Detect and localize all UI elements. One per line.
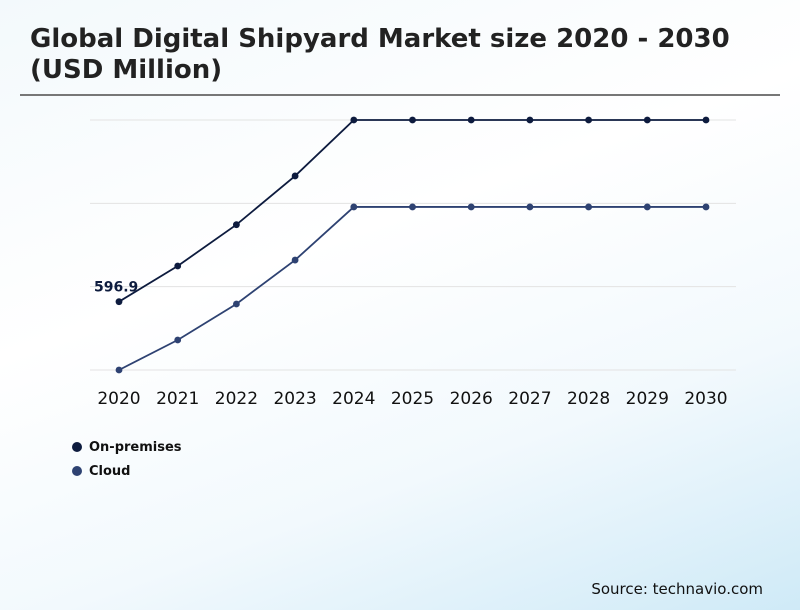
data-point [409, 203, 416, 211]
data-point [291, 256, 299, 264]
legend: On-premises Cloud [72, 435, 182, 483]
data-point [585, 116, 592, 124]
data-point [233, 221, 240, 229]
x-tick-label: 2029 [626, 389, 669, 409]
x-tick-label: 2027 [508, 389, 551, 409]
x-tick-label: 2028 [567, 389, 610, 409]
data-point [174, 262, 182, 270]
legend-marker-icon [72, 466, 82, 476]
data-point [233, 300, 240, 308]
data-point [702, 116, 710, 124]
legend-item-on-premises: On-premises [72, 435, 182, 459]
series-line-on-premises [118, 119, 706, 303]
legend-label: On-premises [89, 439, 182, 455]
data-point [350, 203, 358, 211]
data-point [291, 172, 299, 180]
data-point [643, 116, 651, 124]
data-point [585, 203, 592, 211]
x-tick-label: 2026 [450, 389, 493, 409]
data-point [702, 203, 710, 211]
data-point [526, 116, 534, 124]
data-point [467, 116, 475, 124]
legend-marker-icon [72, 442, 82, 452]
data-point [526, 203, 534, 211]
data-point [643, 203, 651, 211]
source-credit: Source: technavio.com [591, 580, 763, 598]
data-point [467, 203, 475, 211]
data-point [115, 298, 123, 306]
title-divider [20, 94, 780, 96]
data-point [409, 116, 416, 124]
x-tick-label: 2020 [97, 389, 140, 409]
data-label: 596.9 [94, 280, 138, 296]
chart-title: Global Digital Shipyard Market size 2020… [30, 24, 730, 85]
x-tick-label: 2024 [332, 389, 375, 409]
series-line-cloud [118, 206, 706, 371]
data-point [115, 366, 123, 374]
legend-item-cloud: Cloud [72, 459, 182, 483]
x-tick-label: 2025 [391, 389, 434, 409]
x-tick-label: 2021 [156, 389, 199, 409]
x-tick-label: 2030 [684, 389, 727, 409]
data-point [174, 336, 182, 344]
legend-label: Cloud [89, 463, 131, 479]
x-tick-label: 2022 [215, 389, 258, 409]
data-point [350, 116, 358, 124]
x-tick-label: 2023 [273, 389, 316, 409]
